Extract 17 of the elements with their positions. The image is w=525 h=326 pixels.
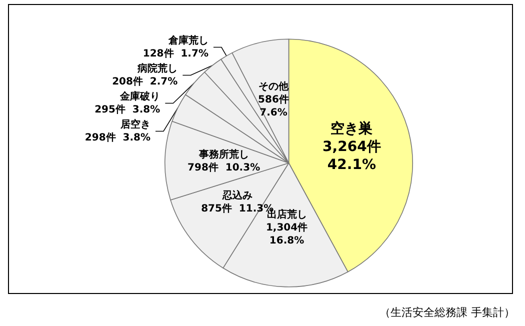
slice-label: 病院荒し <box>136 62 178 74</box>
data-label: 3,264件 42.1% <box>322 139 381 174</box>
slice-label: 金庫破り <box>119 90 160 102</box>
data-label: 586件 7.6% <box>258 93 289 118</box>
slice-label: 空き巣 <box>330 120 373 138</box>
slice-label: その他 <box>258 80 290 92</box>
data-label: 295件 3.8% <box>94 103 160 116</box>
slice-label: 事務所荒し <box>198 148 249 161</box>
slice-label: 忍込み <box>221 190 252 202</box>
data-label: 128件 1.7% <box>142 47 208 60</box>
data-label: 298件 3.8% <box>84 131 150 144</box>
data-label: 798件 10.3% <box>188 162 260 174</box>
slice-label: 居空き <box>119 118 150 130</box>
text: （生活安全総務課 手集計） <box>380 306 516 319</box>
slice-label: 倉庫荒し <box>167 34 208 46</box>
data-label: 1,304件 16.8% <box>266 221 308 246</box>
data-label: 208件 2.7% <box>112 75 178 88</box>
